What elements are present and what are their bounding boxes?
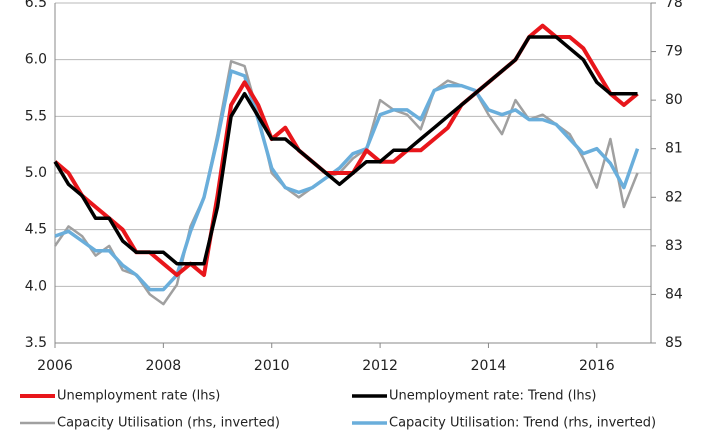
y-tick-label: 4.5 <box>25 222 47 238</box>
y-tick-label: 5.0 <box>25 165 47 181</box>
legend-label: Capacity Utilisation: Trend (rhs, invert… <box>389 416 656 430</box>
legend-label: Unemployment rate: Trend (lhs) <box>389 389 596 404</box>
y2-tick-label: 85 <box>665 335 683 351</box>
y2-tick-label: 84 <box>665 286 683 302</box>
y2-tick-label: 79 <box>665 44 683 60</box>
x-tick-label: 2010 <box>254 358 290 374</box>
x-tick-label: 2014 <box>471 358 507 374</box>
y-tick-label: 6.5 <box>25 0 47 11</box>
y-tick-label: 3.5 <box>25 335 47 351</box>
series-line <box>53 60 639 306</box>
x-tick-label: 2008 <box>146 358 182 374</box>
y2-tick-label: 83 <box>665 238 683 254</box>
y2-tick-label: 78 <box>665 0 683 11</box>
x-tick-label: 2012 <box>362 358 398 374</box>
series-line <box>53 23 639 277</box>
series-line <box>54 69 640 292</box>
y-tick-label: 6.0 <box>25 52 47 68</box>
legend-label: Capacity Utilisation (rhs, inverted) <box>57 416 280 430</box>
y-tick-label: 5.5 <box>25 108 47 124</box>
x-tick-label: 2016 <box>579 358 615 374</box>
x-tick-label: 2006 <box>37 358 73 374</box>
y2-tick-label: 80 <box>665 92 683 108</box>
legend-label: Unemployment rate (lhs) <box>57 389 220 404</box>
y-tick-label: 4.0 <box>25 278 47 294</box>
y2-tick-label: 81 <box>665 141 683 157</box>
y2-tick-label: 82 <box>665 189 683 205</box>
series-line <box>53 35 638 266</box>
